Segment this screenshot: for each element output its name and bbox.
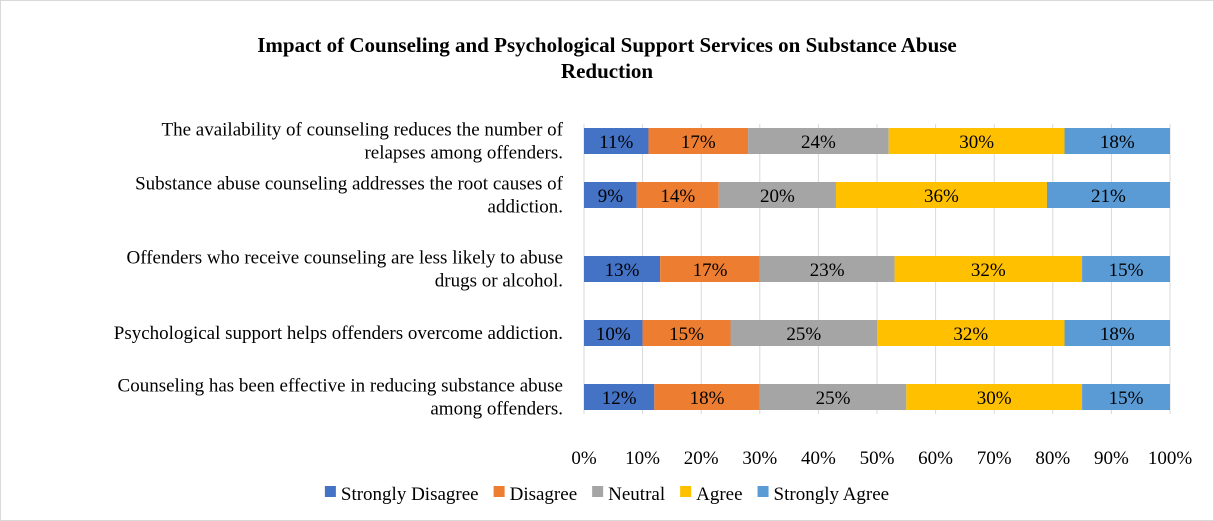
legend-item: Neutral (592, 484, 665, 505)
chart-title: Impact of Counseling and Psychological S… (0, 32, 1214, 84)
data-label: 15% (1109, 260, 1144, 281)
bar-segment (759, 384, 907, 410)
legend-swatch (592, 486, 604, 497)
data-label: 18% (1100, 132, 1135, 153)
legend-label: Strongly Disagree (341, 484, 479, 505)
bar-segment (648, 128, 749, 154)
legend-item: Disagree (493, 484, 578, 505)
x-tick-label: 60% (918, 448, 953, 469)
x-tick-label: 0% (571, 448, 597, 469)
x-tick-label: 50% (860, 448, 895, 469)
data-label: 17% (681, 132, 716, 153)
x-tick-label: 20% (684, 448, 719, 469)
legend-swatch (493, 486, 505, 497)
data-label: 30% (959, 132, 994, 153)
data-label: 24% (801, 132, 836, 153)
legend-swatch (680, 486, 692, 497)
bar-segment (877, 320, 1065, 346)
data-label: 11% (599, 132, 633, 153)
data-label: 17% (693, 260, 728, 281)
bar-segment (718, 182, 836, 208)
category-label: Psychological support helps offenders ov… (114, 323, 563, 344)
legend-label: Disagree (510, 484, 578, 505)
legend-swatch (757, 486, 769, 497)
legend-item: Strongly Agree (757, 484, 890, 505)
bar-segment (730, 320, 877, 346)
legend-item: Strongly Disagree (324, 484, 479, 505)
x-tick-label: 10% (625, 448, 660, 469)
data-label: 23% (810, 260, 845, 281)
bar-segment (1064, 320, 1170, 346)
x-tick-label: 80% (1035, 448, 1070, 469)
category-label: The availability of counseling reduces t… (161, 120, 563, 141)
data-label: 36% (924, 186, 959, 207)
bar-segment (636, 182, 719, 208)
bar-segment (642, 320, 731, 346)
x-tick-label: 100% (1148, 448, 1193, 469)
data-label: 15% (1109, 388, 1144, 409)
data-label: 25% (786, 324, 821, 345)
data-label: 13% (605, 260, 640, 281)
bar-segment (906, 384, 1083, 410)
x-tick-label: 70% (977, 448, 1012, 469)
data-label: 30% (977, 388, 1012, 409)
bar-segment (1064, 128, 1170, 154)
data-label: 15% (669, 324, 704, 345)
bar-segment (835, 182, 1047, 208)
bar-segment (1046, 182, 1170, 208)
data-label: 18% (1100, 324, 1135, 345)
bar-segment (759, 256, 895, 282)
data-label: 32% (953, 324, 988, 345)
category-label: Offenders who receive counseling are les… (127, 248, 564, 269)
data-label: 14% (660, 186, 695, 207)
legend: Strongly Disagree Disagree Neutral Agree Str… (324, 484, 890, 505)
x-tick-label: 30% (742, 448, 777, 469)
bar-segment (888, 128, 1065, 154)
bar-segment (660, 256, 760, 282)
data-label: 9% (598, 186, 624, 207)
x-tick-label: 90% (1094, 448, 1129, 469)
data-label: 18% (690, 388, 725, 409)
bar-segment (584, 320, 643, 346)
category-label: Counseling has been effective in reducin… (118, 376, 563, 397)
data-label: 25% (816, 388, 851, 409)
data-label: 10% (596, 324, 631, 345)
category-label: relapses among offenders. (364, 143, 563, 164)
data-label: 32% (971, 260, 1006, 281)
data-label: 12% (602, 388, 637, 409)
legend-label: Neutral (608, 484, 665, 505)
category-label: among offenders. (430, 399, 563, 420)
data-label: 20% (760, 186, 795, 207)
legend-swatch (324, 486, 336, 497)
bar-segment (584, 182, 637, 208)
data-label: 21% (1091, 186, 1126, 207)
category-label: addiction. (488, 197, 563, 218)
bar-segment (1082, 384, 1170, 410)
bar-segment (748, 128, 889, 154)
bar-segment (584, 384, 655, 410)
x-tick-label: 40% (801, 448, 836, 469)
bar-segment (584, 256, 661, 282)
bar-segment (584, 128, 649, 154)
category-label: drugs or alcohol. (435, 271, 563, 292)
chart-title-line-1: Impact of Counseling and Psychological S… (257, 33, 957, 57)
legend-item: Agree (680, 484, 743, 505)
legend-label: Strongly Agree (774, 484, 890, 505)
bar-segment (654, 384, 760, 410)
chart-title-line-2: Reduction (560, 59, 654, 83)
legend-label: Agree (696, 484, 742, 505)
bar-segment (894, 256, 1083, 282)
category-label: Substance abuse counseling addresses the… (135, 174, 564, 195)
bar-segment (1082, 256, 1170, 282)
